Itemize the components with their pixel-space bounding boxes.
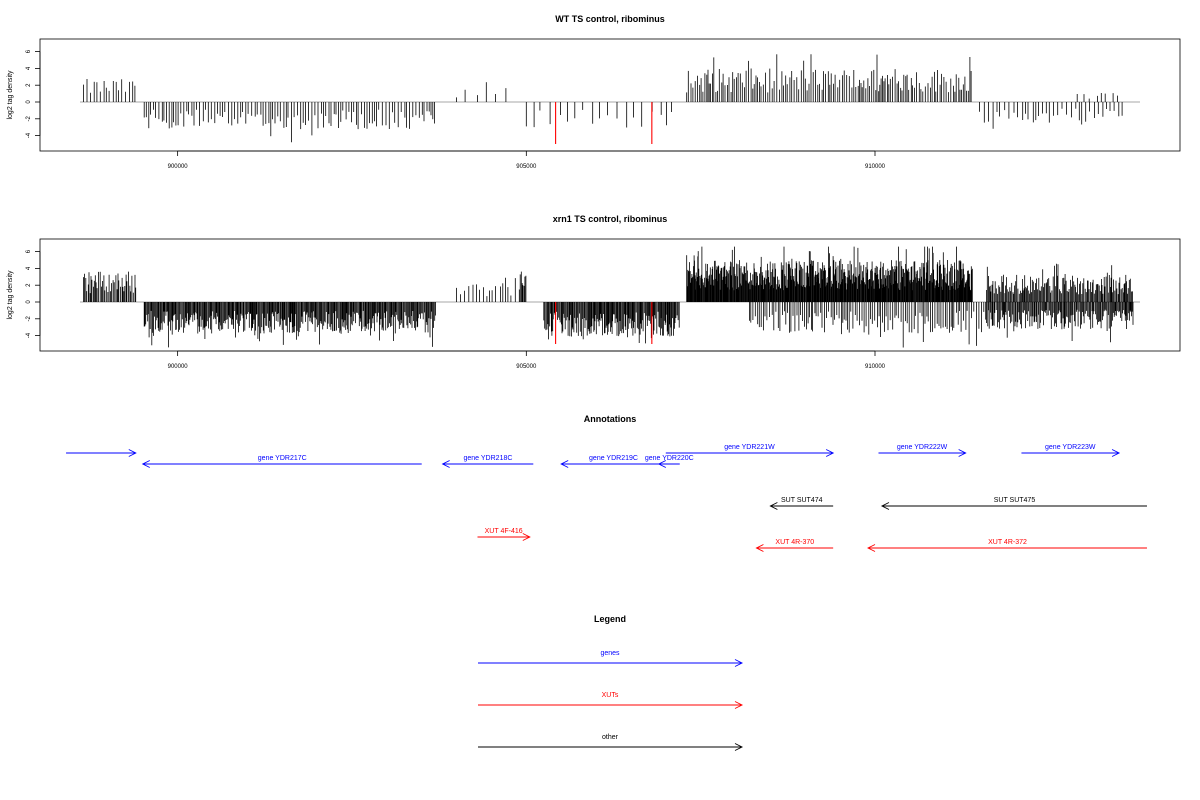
annotation-arrowhead (755, 544, 764, 552)
annotation-arrow: XUT 4R-370 (755, 539, 834, 552)
legend-item-gene: genes (478, 650, 744, 667)
annotation-arrowhead (880, 502, 890, 510)
annotation-arrow: gene YDR221W (665, 444, 835, 457)
annotation-arrowhead (657, 460, 667, 468)
y-tick-label: 0 (26, 100, 32, 104)
wt-track-panel: WT TS control, ribominus log2 tag densit… (7, 14, 1181, 170)
annotation-arrow: gene YDR223W (1021, 444, 1121, 457)
annotation-label: SUT SUT474 (781, 497, 823, 504)
y-tick-label: -2 (26, 315, 32, 321)
xrn1-track-panel: xrn1 TS control, ribominus log2 tag dens… (7, 214, 1181, 370)
annotation-arrow: SUT SUT474 (769, 497, 834, 510)
annotation-arrowhead (1111, 449, 1121, 457)
annotation-label: gene YDR218C (464, 455, 513, 462)
y-tick-label: -2 (26, 115, 32, 121)
x-tick-label: 910000 (865, 364, 886, 370)
annotation-arrow: XUT 4R-372 (867, 539, 1147, 552)
y-tick-label: 2 (26, 83, 32, 87)
x-tick-label: 905000 (516, 164, 537, 170)
y-tick-label: 0 (26, 300, 32, 304)
xrn1-track-y-axis: -4 -2 0 2 4 6 (26, 249, 41, 338)
annotation-arrow: gene YDR218C (441, 455, 534, 468)
annotation-arrowhead (128, 449, 137, 457)
annotation-label: XUT 4F-416 (485, 528, 523, 535)
annotation-arrow: gene YDR219C (560, 455, 666, 468)
annotation-arrowhead (141, 460, 150, 468)
annotation-arrow: gene YDR222W (878, 444, 967, 457)
wt-track-title: WT TS control, ribominus (555, 14, 665, 24)
annotation-label: gene YDR220C (645, 455, 694, 462)
y-tick-label: 4 (26, 266, 32, 270)
annotation-arrow: gene YDR217C (141, 455, 422, 468)
wt-track-frame (39, 38, 1181, 152)
annotation-label: SUT SUT475 (994, 497, 1036, 504)
xrn1-track-highlights (555, 302, 653, 344)
annotation-label: gene YDR219C (589, 455, 638, 462)
y-tick-label: 2 (26, 283, 32, 287)
annotation-arrowhead (867, 544, 876, 552)
annotation-arrowhead (958, 449, 967, 457)
legend-panel: Legend genes XUTs other (478, 614, 744, 751)
annotation-arrow: gene YDR220C (645, 455, 694, 468)
annotation-label: gene YDR222W (897, 444, 948, 451)
x-tick-label: 910000 (865, 164, 886, 170)
xrn1-track-title: xrn1 TS control, ribominus (553, 214, 668, 224)
annotation-arrow (66, 449, 137, 457)
y-tick-label: -4 (26, 332, 32, 338)
y-tick-label: -4 (26, 132, 32, 138)
annotations-panel: Annotations gene YDR217C gene YDR218C gene… (66, 414, 1147, 552)
xrn1-track-frame (39, 238, 1181, 352)
legend-arrowhead (734, 659, 744, 667)
legend-item-xut: XUTs (478, 692, 744, 709)
wt-track-y-axis: -4 -2 0 2 4 6 (26, 49, 41, 138)
annotation-arrows: gene YDR217C gene YDR218C gene YDR219C gene… (66, 444, 1147, 552)
annotation-arrowhead (825, 449, 835, 457)
annotation-label: gene YDR217C (258, 455, 307, 462)
annotation-label: XUT 4R-372 (988, 539, 1027, 546)
annotation-arrowhead (522, 533, 531, 541)
legend-items: genes XUTs other (478, 650, 744, 751)
legend-label: XUTs (602, 692, 619, 699)
wt-track-highlights (555, 102, 653, 144)
annotation-arrowhead (560, 460, 569, 468)
legend-arrowhead (734, 701, 744, 709)
wt-track-bars (83, 54, 1123, 143)
annotation-label: gene YDR223W (1045, 444, 1096, 451)
xrn1-track-x-axis: 900000 905000 910000 (168, 350, 886, 370)
legend-label: other (602, 734, 619, 741)
y-tick-label: 6 (26, 249, 32, 253)
wt-track-ylabel: log2 tag density (7, 70, 14, 120)
x-tick-label: 905000 (516, 364, 537, 370)
wt-track-x-axis: 900000 905000 910000 (168, 150, 886, 170)
annotation-arrowhead (441, 460, 450, 468)
y-tick-label: 6 (26, 49, 32, 53)
annotation-arrowhead (769, 502, 778, 510)
legend-title: Legend (594, 614, 626, 624)
annotations-title: Annotations (584, 414, 637, 424)
xrn1-track-bars (83, 246, 1134, 348)
x-tick-label: 900000 (168, 364, 189, 370)
xrn1-track-ylabel: log2 tag density (7, 270, 14, 320)
legend-arrowhead (734, 743, 744, 751)
annotation-label: XUT 4R-370 (775, 539, 814, 546)
x-tick-label: 900000 (168, 164, 189, 170)
legend-item-other: other (478, 734, 744, 751)
annotation-label: gene YDR221W (724, 444, 775, 451)
annotation-arrow: SUT SUT475 (880, 497, 1147, 510)
annotation-arrow: XUT 4F-416 (477, 528, 531, 541)
legend-label: genes (600, 650, 620, 657)
y-tick-label: 4 (26, 66, 32, 70)
